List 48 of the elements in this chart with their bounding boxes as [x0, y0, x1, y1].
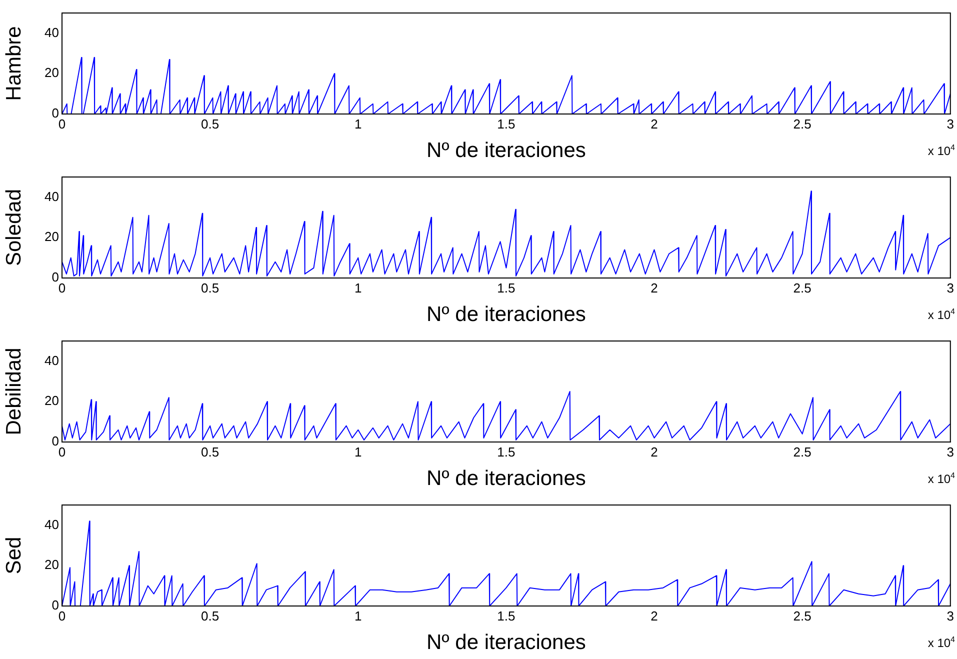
x-tick-label: 2.5 — [793, 444, 812, 460]
x-tick-label: 1 — [354, 444, 362, 460]
text: x 10$^{4}$ — [928, 635, 955, 650]
y-tick-label: 0 — [52, 106, 59, 121]
y-tick-label: 40 — [44, 352, 59, 368]
y-tick-label: 20 — [44, 229, 59, 244]
x-tick-label: 0.5 — [201, 116, 220, 132]
x-tick-label: 3 — [946, 608, 954, 624]
x-tick-label: 1 — [354, 116, 362, 132]
x-axis-title: Nº de iteraciones — [426, 631, 586, 654]
x-tick-label: 0.5 — [201, 444, 220, 460]
x-tick-label: 2.5 — [793, 280, 812, 296]
y-tick-label: 0 — [52, 598, 59, 613]
x-tick-label: 1 — [354, 608, 362, 624]
x-tick-label: 1.5 — [497, 608, 516, 624]
x-axis-title: Nº de iteraciones — [426, 139, 586, 162]
x-tick-label: 3 — [946, 444, 954, 460]
y-tick-label: 40 — [44, 516, 59, 532]
text: x 10$^{4}$ — [928, 143, 955, 158]
text: x 10$^{4}$ — [928, 471, 955, 486]
y-axis-title: Debilidad — [2, 348, 26, 436]
x-tick-label: 3 — [946, 280, 954, 296]
x-tick-label: 2 — [650, 444, 658, 460]
y-axis-title: Sed — [2, 536, 26, 574]
x-tick-label: 1.5 — [497, 280, 516, 296]
x-tick-label: 1.5 — [497, 116, 516, 132]
x-tick-label: 0.5 — [201, 280, 220, 296]
x-tick-label: 3 — [946, 116, 954, 132]
y-tick-label: 20 — [44, 557, 59, 572]
x-tick-label: 2.5 — [793, 116, 812, 132]
y-tick-label: 40 — [44, 24, 59, 40]
y-axis-title: Soledad — [2, 188, 26, 266]
x-tick-label: 2 — [650, 608, 658, 624]
x-tick-label: 1 — [354, 280, 362, 296]
x-tick-label: 0.5 — [201, 608, 220, 624]
y-tick-label: 0 — [52, 434, 59, 449]
y-tick-label: 40 — [44, 188, 59, 204]
x-tick-label: 2 — [650, 116, 658, 132]
y-tick-label: 20 — [44, 393, 59, 408]
y-tick-label: 0 — [52, 270, 59, 285]
y-tick-label: 20 — [44, 65, 59, 80]
x-axis-title: Nº de iteraciones — [426, 303, 586, 326]
y-axis-title: Hambre — [2, 26, 26, 101]
x-axis-title: Nº de iteraciones — [426, 467, 586, 490]
text: x 10$^{4}$ — [928, 307, 955, 322]
x-tick-label: 2 — [650, 280, 658, 296]
x-tick-label: 1.5 — [497, 444, 516, 460]
x-tick-label: 2.5 — [793, 608, 812, 624]
